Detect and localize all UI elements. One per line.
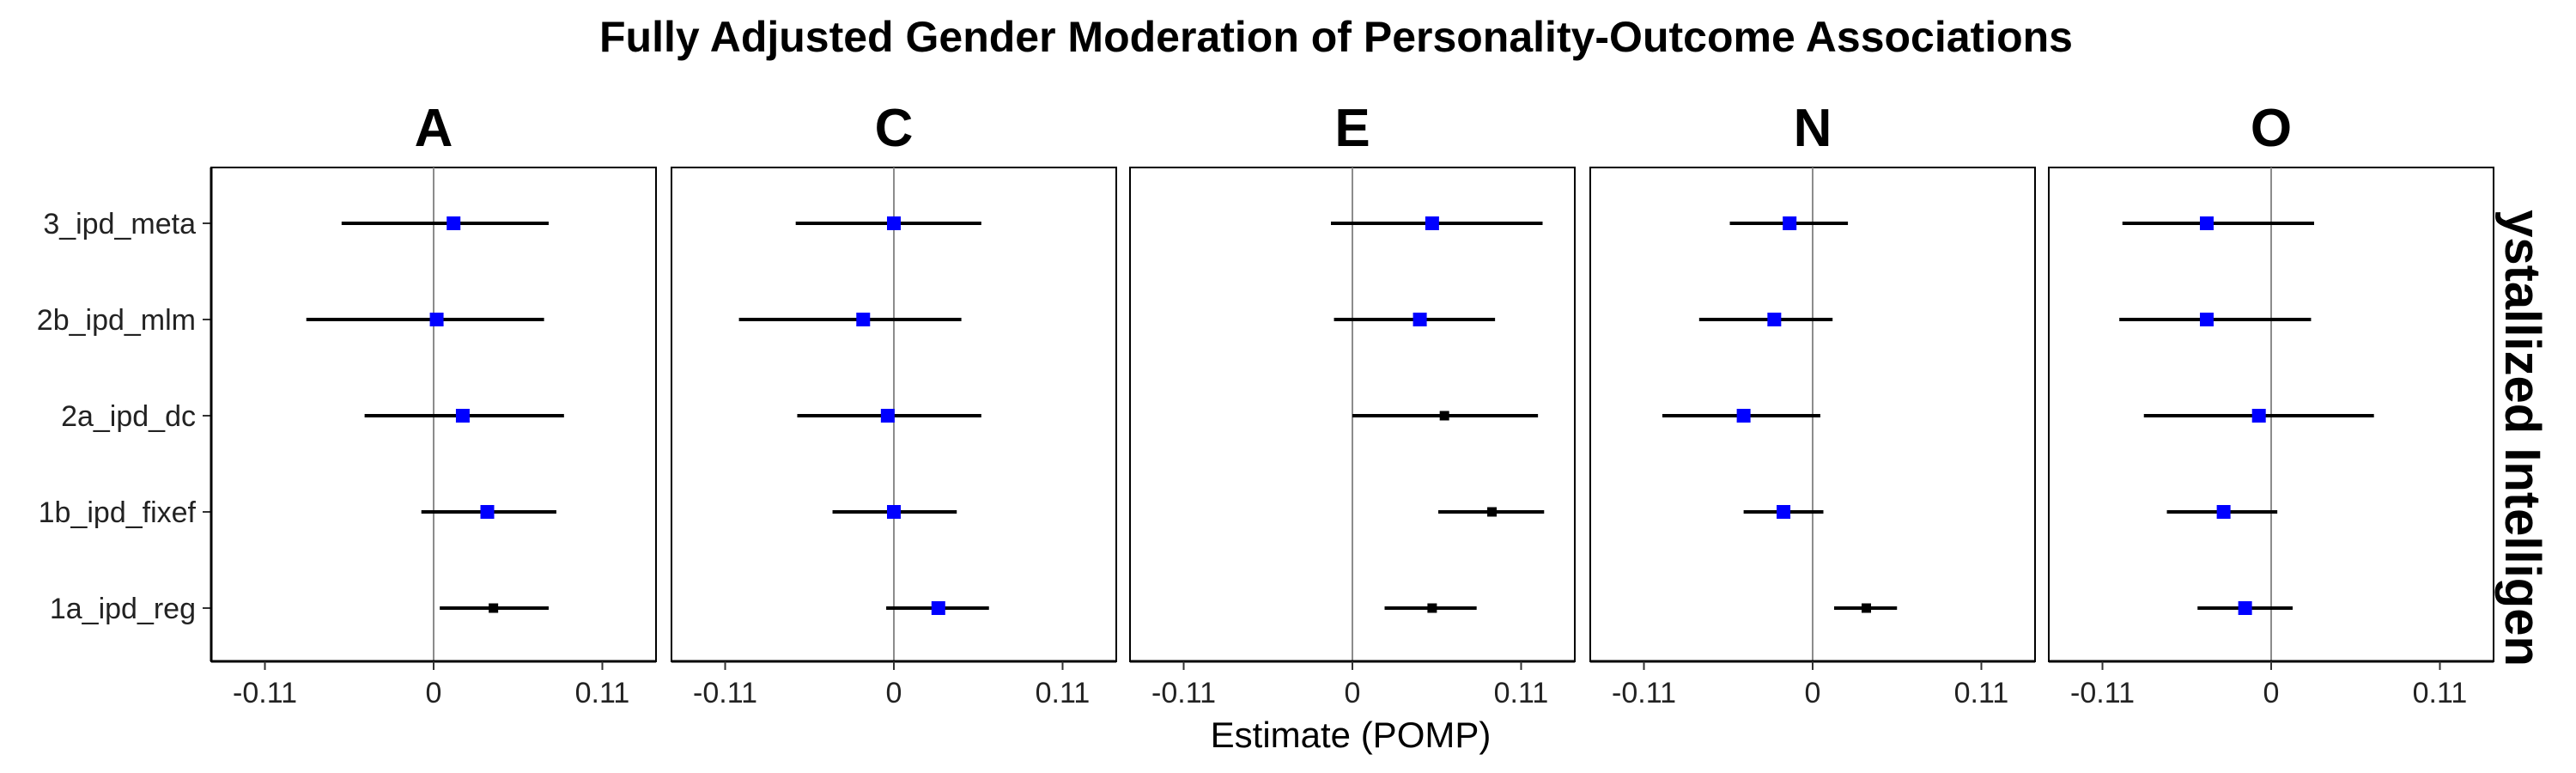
estimate-point: [2199, 313, 2214, 326]
x-tick-label: -0.11: [693, 677, 757, 709]
facet-strip-label: ystallized Intelligen: [2494, 210, 2550, 666]
estimate-point: [2238, 601, 2252, 615]
x-tick-label: 0: [1805, 677, 1821, 709]
facet-panel-n: N -0.11 0 0.11: [1589, 99, 2036, 709]
x-tick-label: 0.11: [1954, 677, 2009, 709]
estimate-point: [2199, 216, 2214, 230]
facet-panels: A -0.11 0 0.11 C -0.11 0 0.11 E -0.11 0 0.11 N -0.11 0…: [210, 99, 2494, 709]
estimate-point: [1427, 603, 1437, 613]
x-tick-label: -0.11: [1151, 677, 1216, 709]
x-tick-label: 0: [426, 677, 442, 709]
facet-label: N: [1794, 99, 1832, 158]
x-tick-label: -0.11: [233, 677, 297, 709]
x-tick-label: 0: [886, 677, 902, 709]
y-tick-label: 1b_ipd_fixef: [39, 496, 197, 529]
estimate-point: [887, 505, 901, 519]
estimate-point: [1439, 411, 1449, 421]
x-axis-label: Estimate (POMP): [1211, 715, 1492, 755]
estimate-point: [1862, 603, 1872, 613]
facet-label: O: [2251, 99, 2292, 158]
estimate-point: [931, 601, 945, 615]
x-tick-label: 0.11: [1494, 677, 1549, 709]
estimate-point: [1487, 507, 1498, 517]
x-tick-label: 0.11: [2413, 677, 2468, 709]
x-tick-label: 0.11: [575, 677, 630, 709]
estimate-point: [1783, 216, 1797, 230]
facet-panel-e: E -0.11 0 0.11: [1129, 99, 1576, 709]
estimate-point: [447, 216, 461, 230]
estimate-point: [856, 313, 871, 326]
estimate-point: [1767, 313, 1782, 326]
estimate-point: [489, 603, 499, 613]
x-tick-label: 0: [2263, 677, 2280, 709]
estimate-point: [2251, 409, 2266, 423]
estimate-point: [1736, 409, 1751, 423]
x-tick-label: -0.11: [1612, 677, 1676, 709]
y-tick-label: 1a_ipd_reg: [50, 593, 196, 625]
y-axis-method-labels: 3_ipd_meta 2b_ipd_mlm 2a_ipd_dc 1b_ipd_fixe…: [37, 167, 213, 661]
y-tick-label: 2a_ipd_dc: [61, 400, 196, 433]
facet-panel-o: O -0.11 0 0.11: [2048, 99, 2494, 709]
y-tick-label: 2b_ipd_mlm: [37, 304, 196, 337]
facet-panel-a: A -0.11 0 0.11: [210, 99, 657, 709]
x-tick-label: 0.11: [1036, 677, 1091, 709]
facet-panel-c: C -0.11 0 0.11: [671, 99, 1117, 709]
estimate-point: [880, 409, 895, 423]
estimate-point: [455, 409, 470, 423]
estimate-point: [1777, 505, 1791, 519]
x-tick-label: 0: [1345, 677, 1361, 709]
x-tick-label: -0.11: [2070, 677, 2135, 709]
estimate-point: [887, 216, 901, 230]
estimate-point: [1413, 313, 1427, 326]
estimate-point: [429, 313, 444, 326]
y-tick-label: 3_ipd_meta: [43, 208, 196, 240]
estimate-point: [480, 505, 495, 519]
facet-label: C: [875, 99, 914, 158]
estimate-point: [2216, 505, 2231, 519]
chart-title: Fully Adjusted Gender Moderation of Pers…: [599, 13, 2073, 61]
facet-label: E: [1334, 99, 1370, 158]
facet-label: A: [415, 99, 453, 158]
estimate-point: [1425, 216, 1439, 230]
